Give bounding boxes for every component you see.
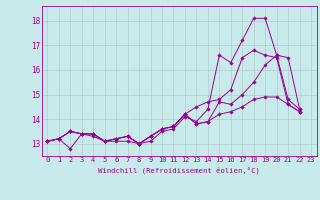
X-axis label: Windchill (Refroidissement éolien,°C): Windchill (Refroidissement éolien,°C) (98, 166, 260, 174)
